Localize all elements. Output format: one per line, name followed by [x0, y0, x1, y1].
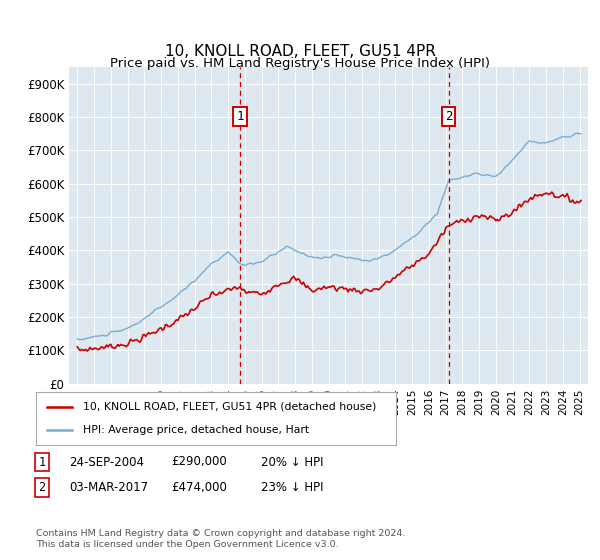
Text: £474,000: £474,000 — [171, 480, 227, 494]
Text: 1: 1 — [236, 110, 244, 123]
Text: 2: 2 — [38, 480, 46, 494]
Text: 20% ↓ HPI: 20% ↓ HPI — [261, 455, 323, 469]
Text: £290,000: £290,000 — [171, 455, 227, 469]
Text: Price paid vs. HM Land Registry's House Price Index (HPI): Price paid vs. HM Land Registry's House … — [110, 57, 490, 70]
Text: Contains HM Land Registry data © Crown copyright and database right 2024.
This d: Contains HM Land Registry data © Crown c… — [36, 529, 406, 549]
Text: 24-SEP-2004: 24-SEP-2004 — [69, 455, 144, 469]
Text: 2: 2 — [445, 110, 452, 123]
Text: 23% ↓ HPI: 23% ↓ HPI — [261, 480, 323, 494]
Text: HPI: Average price, detached house, Hart: HPI: Average price, detached house, Hart — [83, 425, 309, 435]
Text: 03-MAR-2017: 03-MAR-2017 — [69, 480, 148, 494]
Text: 1: 1 — [38, 455, 46, 469]
Text: 10, KNOLL ROAD, FLEET, GU51 4PR (detached house): 10, KNOLL ROAD, FLEET, GU51 4PR (detache… — [83, 402, 376, 412]
Text: 10, KNOLL ROAD, FLEET, GU51 4PR: 10, KNOLL ROAD, FLEET, GU51 4PR — [164, 44, 436, 59]
